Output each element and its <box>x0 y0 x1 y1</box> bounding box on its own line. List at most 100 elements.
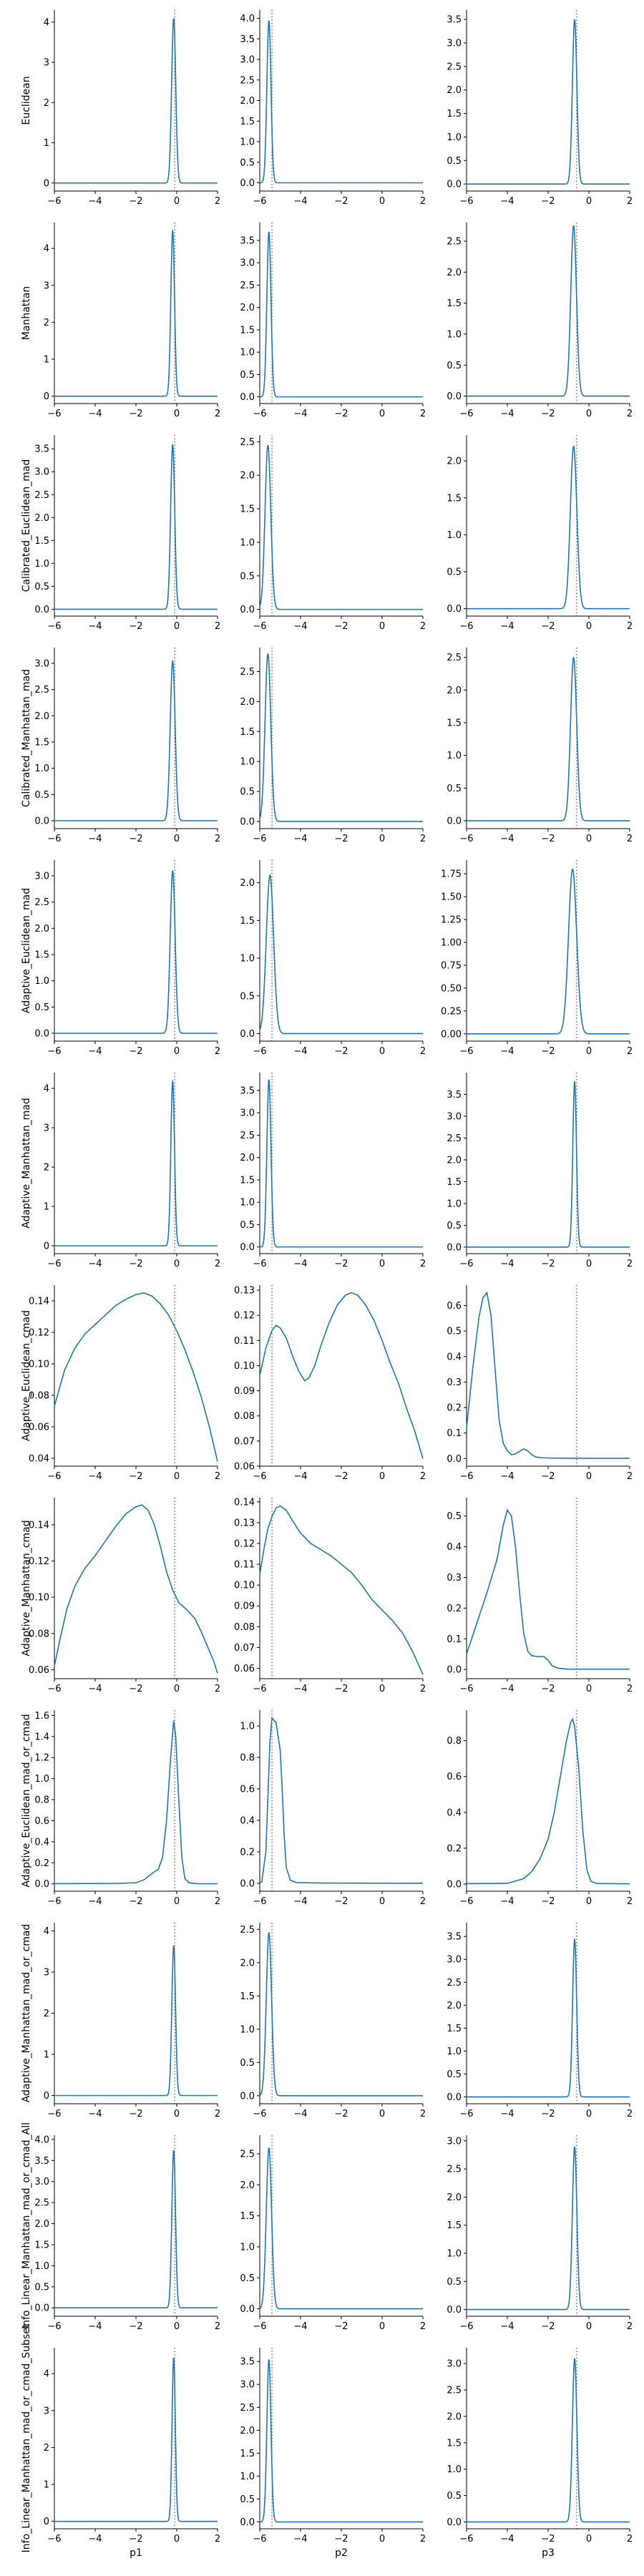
y-tick-label: 0.0 <box>447 180 462 190</box>
x-tick-label: −2 <box>541 409 555 419</box>
x-tick-label: 2 <box>215 2109 220 2119</box>
y-tick-label: 0.0 <box>240 1879 255 1890</box>
x-tick-label: 0 <box>586 1259 592 1269</box>
y-tick-label: 2.0 <box>447 268 462 278</box>
y-tick-label: 1.0 <box>447 2046 462 2057</box>
x-tick-label: −4 <box>500 834 514 844</box>
x-tick-label: 0 <box>379 2109 385 2119</box>
y-tick-label: 0.0 <box>447 2305 462 2316</box>
y-tick-label: 0.2 <box>447 1604 462 1614</box>
y-tick-label: 0.0 <box>447 391 462 402</box>
x-tick-label: −6 <box>253 1259 266 1269</box>
x-tick-label: −2 <box>334 1684 348 1694</box>
x-tick-label: 0 <box>379 409 385 419</box>
y-tick-label: 0.00 <box>441 1029 462 1040</box>
x-tick-label: 0 <box>174 1471 180 1482</box>
row-label-adaptive-manhattan-mad: Adaptive_Manhattan_mad <box>21 1098 32 1228</box>
x-tick-label: 2 <box>627 2534 633 2545</box>
x-tick-label: −6 <box>253 1896 266 1907</box>
x-tick-label: −2 <box>129 196 142 207</box>
x-tick-label: −4 <box>88 1259 102 1269</box>
x-tick-label: 2 <box>215 1896 220 1907</box>
x-tick-label: −2 <box>541 1046 555 1057</box>
x-tick-label: 0 <box>586 409 592 419</box>
x-tick-label: 2 <box>627 1046 633 1057</box>
x-tick-label: 0 <box>379 2534 385 2545</box>
panel-calibrated-euclidean-mad-p1: 0.0 0.5 1.0 1.5 2.0 2.5 3.0 3.5 −6 −4 −2 0 2 <box>34 435 220 632</box>
x-tick-label: −4 <box>88 196 102 207</box>
y-tick-label: 1 <box>44 355 49 366</box>
y-tick-label: 2.5 <box>240 280 255 291</box>
x-tick-label: −6 <box>459 1259 473 1269</box>
y-tick-label: 0.0 <box>240 1242 255 1253</box>
y-tick-label: 0.6 <box>240 1785 255 1795</box>
y-tick-label: 2 <box>44 1163 49 1174</box>
x-tick-label: −2 <box>334 1259 348 1269</box>
density-line <box>54 870 218 1034</box>
y-tick-label: 0.08 <box>29 1391 49 1402</box>
column-label-p3: p3 <box>542 2547 555 2559</box>
y-tick-label: 1.5 <box>240 504 255 515</box>
y-tick-label: 0.11 <box>234 1560 255 1571</box>
y-tick-label: 0.10 <box>234 1361 255 1372</box>
y-tick-label: 0.2 <box>240 1848 255 1858</box>
panel-adaptive-manhattan-cmad-p2: 0.06 0.07 0.08 0.09 0.10 0.11 0.12 0.13 0.14 −6 −4… <box>234 1497 426 1694</box>
x-tick-label: −2 <box>334 621 348 632</box>
y-tick-label: 4 <box>44 1084 49 1095</box>
y-tick-label: 2.5 <box>240 1131 255 1141</box>
x-tick-label: −4 <box>88 1684 102 1694</box>
x-tick-label: −2 <box>129 621 142 632</box>
row-label-calibrated-manhattan-mad: Calibrated_Manhattan_mad <box>21 669 32 807</box>
y-tick-label: 2.5 <box>447 236 462 247</box>
panel-info-linear-manhattan-mad-or-cmad-subset-p1: 0 1 2 3 4 −6 −4 −2 0 2 <box>44 2348 220 2545</box>
y-tick-label: 0.0 <box>34 605 49 615</box>
x-tick-label: 2 <box>215 196 220 207</box>
y-tick-label: 2.5 <box>240 437 255 448</box>
x-tick-label: −6 <box>459 1046 473 1057</box>
y-tick-label: 0 <box>44 2517 49 2527</box>
x-tick-label: −2 <box>541 834 555 844</box>
x-tick-label: 2 <box>215 2321 220 2332</box>
y-tick-label: 0.8 <box>240 1753 255 1764</box>
y-tick-label: 2.5 <box>447 1133 462 1144</box>
y-tick-label: 2 <box>44 2443 49 2454</box>
y-tick-label: 0.10 <box>234 1581 255 1591</box>
y-tick-label: 0.0 <box>34 1879 49 1890</box>
y-tick-label: 0.06 <box>29 1423 49 1433</box>
y-tick-label: 4.0 <box>34 2135 49 2145</box>
y-tick-label: 0.0 <box>34 816 49 827</box>
x-tick-label: 0 <box>586 2321 592 2332</box>
y-tick-label: 2 <box>44 318 49 328</box>
y-tick-label: 0.5 <box>34 582 49 592</box>
y-tick-label: 2.0 <box>240 303 255 313</box>
y-tick-label: 0.13 <box>234 1286 255 1297</box>
x-tick-label: −4 <box>500 2534 514 2545</box>
y-tick-label: 1.0 <box>447 751 462 761</box>
y-tick-label: 3.5 <box>240 34 255 45</box>
x-tick-label: −2 <box>334 834 348 844</box>
x-tick-label: −2 <box>541 1896 555 1907</box>
x-tick-label: 0 <box>174 2534 180 2545</box>
y-tick-label: 1.5 <box>447 493 462 504</box>
row-label-euclidean: Euclidean <box>21 76 32 125</box>
y-tick-label: 2.5 <box>447 2165 462 2175</box>
density-line <box>467 1081 630 1248</box>
y-tick-label: 3.0 <box>447 1111 462 1122</box>
y-tick-label: 2.5 <box>34 2198 49 2209</box>
x-tick-label: −4 <box>500 2321 514 2332</box>
x-tick-label: −2 <box>129 1471 142 1482</box>
x-tick-label: −6 <box>459 2109 473 2119</box>
y-tick-label: 2.5 <box>240 75 255 86</box>
x-tick-label: −6 <box>459 409 473 419</box>
x-tick-label: 0 <box>174 834 180 844</box>
y-tick-label: 0.0 <box>447 1665 462 1676</box>
x-tick-label: −4 <box>293 409 307 419</box>
y-tick-label: 3 <box>44 2406 49 2416</box>
y-tick-label: 1.0 <box>240 1198 255 1209</box>
y-tick-label: 2.0 <box>240 2180 255 2191</box>
y-tick-label: 4 <box>44 2369 49 2380</box>
y-tick-label: 1 <box>44 1202 49 1213</box>
y-tick-label: 2.5 <box>240 667 255 678</box>
x-tick-label: 2 <box>627 2109 633 2119</box>
x-tick-label: −2 <box>541 621 555 632</box>
